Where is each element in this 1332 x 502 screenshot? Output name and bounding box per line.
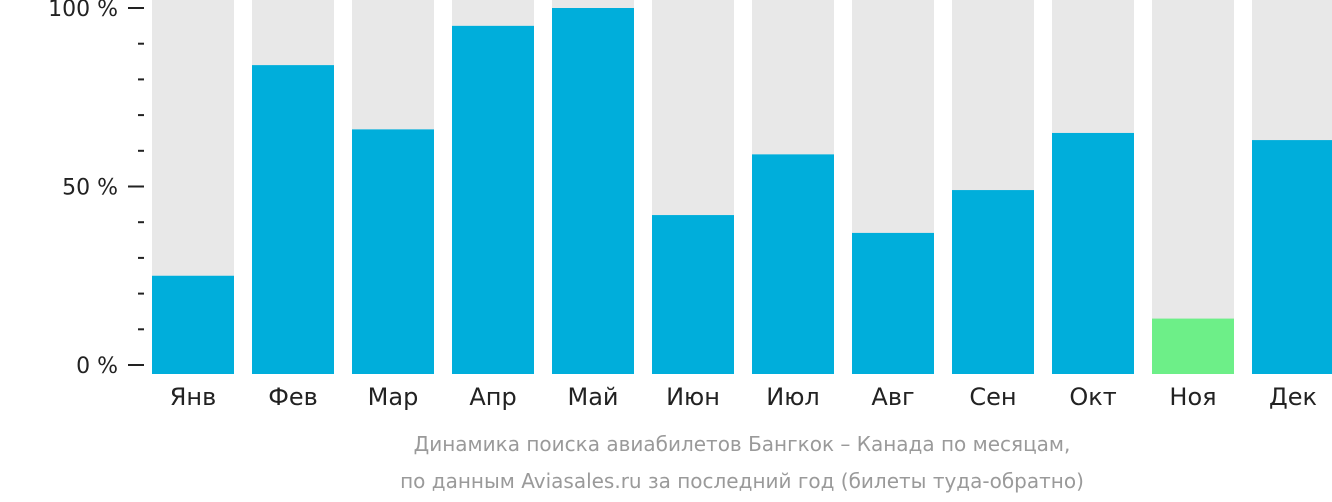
x-tick-label: Дек xyxy=(1269,383,1317,411)
x-tick-label: Июл xyxy=(766,383,820,411)
chart-caption-line-1: Динамика поиска авиабилетов Бангкок – Ка… xyxy=(414,432,1071,456)
x-tick-label: Мар xyxy=(368,383,419,411)
x-tick-label: Июн xyxy=(666,383,720,411)
y-tick-label: 50 % xyxy=(62,176,118,201)
chart-caption-line-2: по данным Aviasales.ru за последний год … xyxy=(400,469,1084,493)
x-tick-label: Янв xyxy=(170,383,217,411)
x-tick-label: Сен xyxy=(969,383,1016,411)
y-axis: 100 % 50 % 0 % xyxy=(48,0,144,379)
x-tick-label: Авг xyxy=(871,383,914,411)
bar-10 xyxy=(1052,132,1134,374)
bar-3 xyxy=(352,129,434,374)
bars xyxy=(152,8,1332,375)
x-tick-label: Окт xyxy=(1069,383,1116,411)
bar-9 xyxy=(952,190,1034,374)
bar-2 xyxy=(252,65,334,375)
bar-5 xyxy=(552,8,634,374)
y-tick-label: 0 % xyxy=(76,354,118,379)
background-bar xyxy=(1152,0,1234,374)
bar-12 xyxy=(1252,140,1332,374)
x-tick-label: Апр xyxy=(469,383,516,411)
bar-8 xyxy=(852,232,934,374)
bar-11 xyxy=(1152,318,1234,374)
bar-4 xyxy=(452,25,534,374)
bar-7 xyxy=(752,154,834,374)
bar-6 xyxy=(652,215,734,374)
x-tick-label: Ноя xyxy=(1169,383,1216,411)
x-tick-label: Фев xyxy=(268,383,318,411)
bar-1 xyxy=(152,275,234,374)
x-tick-label: Май xyxy=(567,383,618,411)
x-axis-labels: Янв Фев Мар Апр Май Июн Июл Авг Сен Окт Ноя Дек xyxy=(170,383,1317,411)
y-tick-label: 100 % xyxy=(48,0,118,22)
